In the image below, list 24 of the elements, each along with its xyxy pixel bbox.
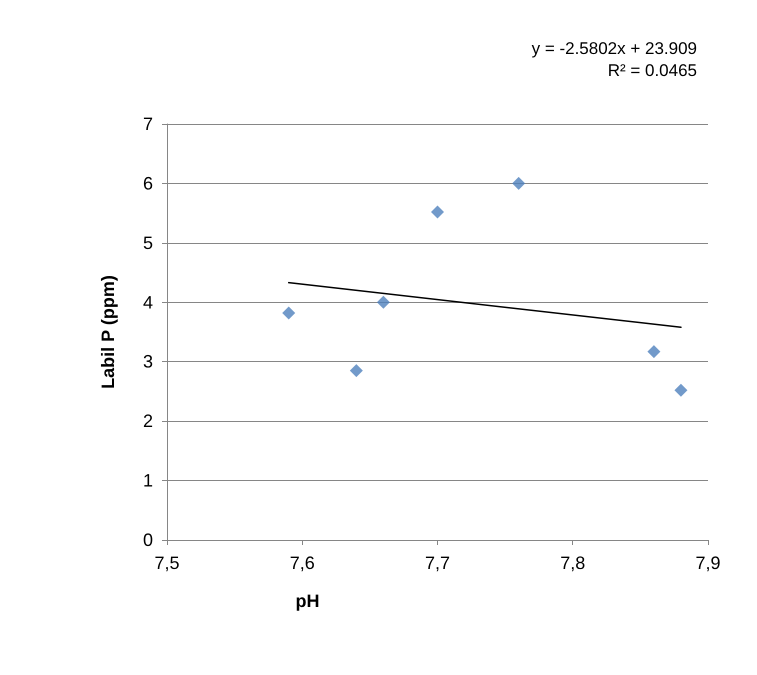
y-tick-label: 0 (142, 530, 153, 550)
x-tick-label: 7,9 (695, 553, 721, 573)
point (282, 306, 296, 320)
x-axis-title: pH (296, 591, 320, 611)
point (431, 205, 444, 218)
point (512, 176, 526, 190)
y-tick-label: 5 (142, 232, 153, 253)
x-tick-label: 7,5 (154, 553, 180, 573)
y-tick-label: 4 (142, 292, 153, 312)
y-tick-label: 6 (142, 173, 153, 194)
point (647, 345, 660, 358)
point (350, 364, 363, 378)
x-tick-label: 7,8 (560, 553, 586, 573)
y-tick-label: 3 (142, 352, 153, 372)
y-tick-label: 1 (142, 470, 153, 491)
point (376, 296, 390, 309)
point (674, 384, 688, 397)
y-tick-label: 7 (142, 114, 153, 134)
x-tick-label: 7,7 (424, 553, 450, 573)
y-axis-title: Labil P (ppm) (98, 275, 118, 389)
text: R² = 0.0465 (608, 61, 697, 80)
text: y = -2.5802x + 23.909 (532, 39, 697, 58)
y-tick-label: 2 (142, 411, 153, 432)
x-tick-label: 7,6 (290, 553, 315, 573)
